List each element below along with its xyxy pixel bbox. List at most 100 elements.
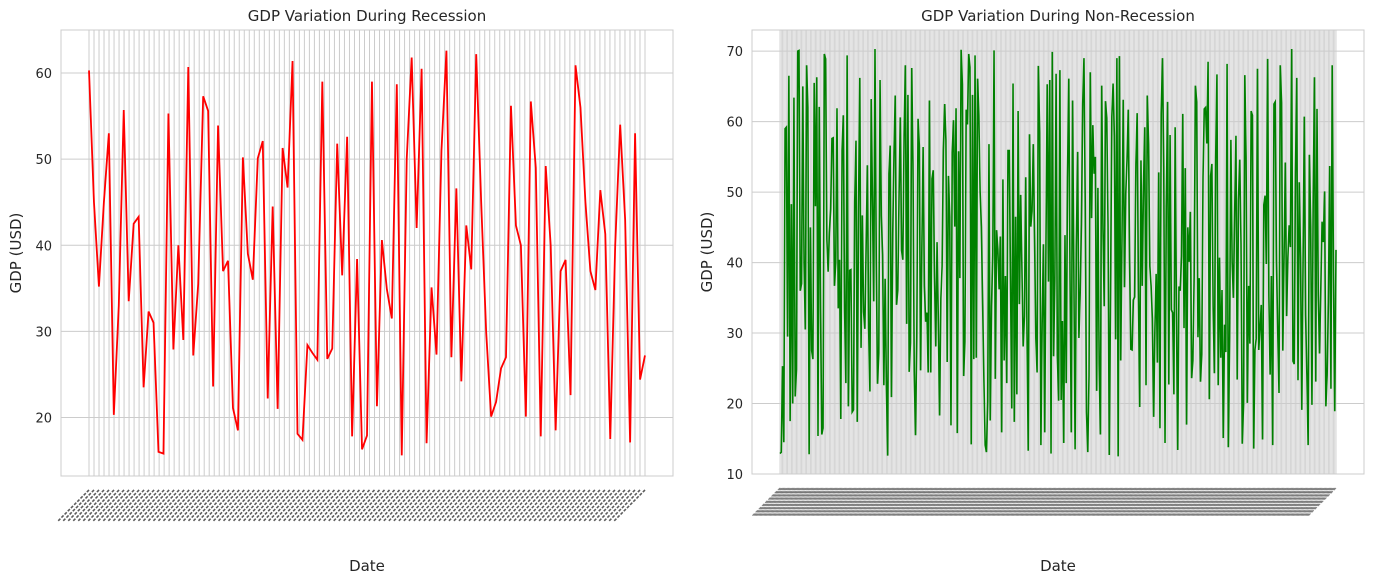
x-tick-label [1079,487,1109,517]
x-tick-label [1009,487,1039,517]
y-tick-label: 40 [35,239,52,254]
x-tick-label [1032,487,1062,517]
x-tick-label [1249,487,1279,517]
x-tick-label [813,487,843,517]
x-tick-label [1067,487,1098,517]
x-tick-label [842,487,872,517]
x-tick-label [922,487,952,517]
x-tick-label [1265,487,1295,517]
x-tick-label [1237,487,1267,517]
x-tick-label [528,489,561,522]
x-tick-label [1275,487,1305,517]
x-tick-label [781,487,811,517]
x-tick-label [1064,487,1094,517]
x-tick-label [1014,487,1044,517]
x-tick-label [876,487,906,517]
y-axis-label-non-recession: GDP (USD) [698,212,716,293]
x-tick-label [777,487,807,517]
x-tick-label [177,489,210,522]
x-tick-label [889,487,919,517]
x-tick-label [950,487,980,517]
x-tick-label [1154,487,1184,517]
x-tick-label [1240,487,1270,517]
x-tick-label [1295,487,1325,517]
x-tick-label [1273,487,1303,517]
x-tick-label [297,489,330,522]
x-tick-label [1047,487,1077,517]
x-tick-label [855,487,885,517]
x-tick-label [1002,487,1032,517]
x-tick-label [1285,487,1315,517]
x-tick-label [1261,487,1291,517]
x-tick-label [853,487,883,517]
x-tick-label [1108,487,1138,517]
x-tick-label [1081,487,1111,517]
x-tick-label [1259,487,1289,517]
y-tick-label: 30 [726,327,743,342]
x-tick-label [1132,487,1162,517]
x-tick-label [755,487,785,517]
x-tick-label [1016,487,1046,517]
x-tick-label [1092,487,1122,517]
x-tick-label [751,487,781,517]
x-tick-label [1178,487,1208,517]
x-tick-label [453,489,486,522]
x-tick-label [974,487,1004,517]
x-tick-label [794,487,824,517]
chart-title-recession: GDP Variation During Recession [248,7,486,25]
x-tick-label [468,489,501,522]
y-tick-label: 50 [726,186,743,201]
x-tick-label [957,487,987,517]
x-tick-label [955,487,985,517]
x-tick-label [1300,487,1331,517]
x-tick-label [1208,487,1238,517]
x-tick-label [1169,487,1199,517]
x-tick-label [483,489,516,522]
x-tick-label [152,489,185,522]
x-tick-label [940,487,970,517]
x-tick-label [1136,487,1166,517]
x-tick-label [1150,487,1180,517]
x-tick-label [1219,487,1249,517]
x-tick-label [1143,487,1174,517]
x-tick-label [815,487,845,517]
x-tick-label [964,487,994,517]
x-tick-label [776,487,806,517]
x-tick-label [1232,487,1262,517]
x-tick-label [182,489,215,522]
x-tick-label [478,489,511,522]
y-tick-label: 60 [726,116,743,131]
x-tick-label [312,489,346,522]
x-tick-label [1094,487,1124,517]
x-tick-label [267,489,300,522]
x-tick-label [1112,487,1142,517]
x-tick-label [1190,487,1220,517]
x-tick-label [867,487,897,517]
x-tick-label [1089,487,1119,517]
x-tick-label [912,487,942,517]
x-tick-label [1119,487,1149,517]
x-tick-label [1162,487,1193,517]
x-tick-label [961,487,991,517]
x-tick-label [1255,487,1285,517]
x-tick-label [77,489,110,522]
x-tick-label [804,487,834,517]
x-tick-label [518,489,551,522]
x-tick-label [1050,487,1080,517]
x-tick-label [865,487,895,517]
x-tick-label [1251,487,1281,517]
x-tick-label [377,489,411,522]
x-tick-label [998,487,1028,517]
x-tick-label [207,489,240,522]
x-tick-label [392,489,426,522]
x-tick-label [817,487,847,517]
x-tick-label [1059,487,1089,517]
x-tick-label [756,487,786,517]
x-tick-label [814,487,844,517]
x-tick-label [1048,487,1079,517]
x-tick-label [543,489,576,522]
x-tick-label [767,487,797,517]
x-tick-label [1184,487,1214,517]
x-tick-label [831,487,861,517]
